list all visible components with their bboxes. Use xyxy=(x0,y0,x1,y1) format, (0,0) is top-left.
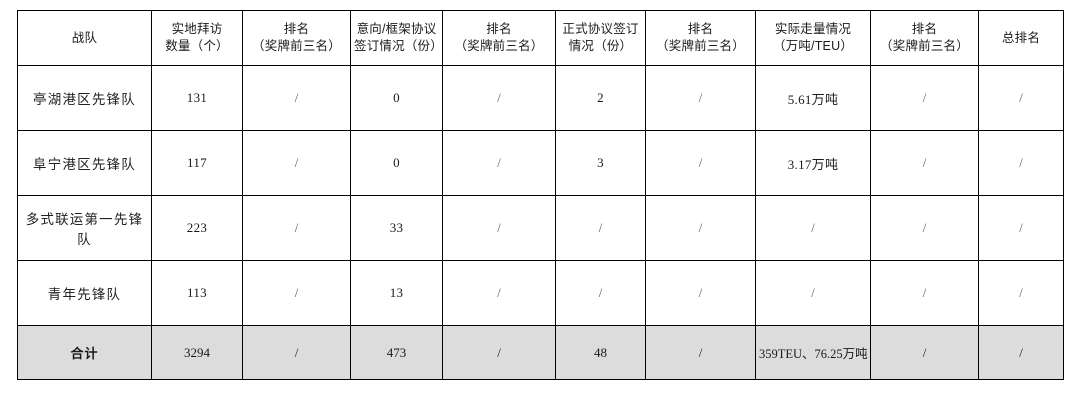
table-row: 亭湖港区先锋队 131 / 0 / 2 / 5.61万吨 / / xyxy=(17,65,1064,131)
cell-volume: / xyxy=(755,260,871,326)
table-row: 青年先锋队 113 / 13 / / / / / / xyxy=(17,260,1064,326)
column-header-visits: 实地拜访 数量（个） xyxy=(151,10,243,66)
header-line: 排名 xyxy=(687,22,714,36)
cell-team: 青年先锋队 xyxy=(17,260,152,326)
cell-intent-agreements: 0 xyxy=(350,130,443,196)
table-header-row: 战队 实地拜访 数量（个） 排名 （奖牌前三名） 意向/框架协议 签订情况（份） xyxy=(17,10,1064,66)
cell-volume-rank: / xyxy=(870,260,979,326)
cell-total-visits-rank: / xyxy=(242,325,351,380)
cell-total-formal-rank: / xyxy=(645,325,756,380)
cell-total-visits: 3294 xyxy=(151,325,243,380)
cell-total-volume-rank: / xyxy=(870,325,979,380)
cell-volume: 5.61万吨 xyxy=(755,65,871,131)
cell-team: 亭湖港区先锋队 xyxy=(17,65,152,131)
cell-total-formal-agreements: 48 xyxy=(555,325,646,380)
header-line: 实际走量情况 xyxy=(774,22,852,36)
cell-total-intent-agreements: 473 xyxy=(350,325,443,380)
header-line: 排名 xyxy=(911,22,938,36)
table-row: 阜宁港区先锋队 117 / 0 / 3 / 3.17万吨 / / xyxy=(17,130,1064,196)
header-line: （奖牌前三名） xyxy=(656,39,745,53)
header-line: 数量（个） xyxy=(165,39,229,53)
cell-visits-rank: / xyxy=(242,130,351,196)
cell-total-rank: / xyxy=(978,325,1064,380)
header-line: （奖牌前三名） xyxy=(454,39,544,53)
header-line: （奖牌前三名） xyxy=(252,39,341,53)
header-line: 排名 xyxy=(486,22,512,36)
cell-total-rank: / xyxy=(978,130,1064,196)
header-line: （奖牌前三名） xyxy=(880,39,969,53)
table-row: 多式联运第一先锋队 223 / 33 / / / / / / xyxy=(17,195,1064,261)
column-header-volume-rank: 排名 （奖牌前三名） xyxy=(870,10,979,66)
column-header-formal-agreements: 正式协议签订 情况（份） xyxy=(555,10,646,66)
column-header-intent-rank: 排名 （奖牌前三名） xyxy=(442,10,556,66)
cell-formal-rank: / xyxy=(645,195,756,261)
cell-intent-rank: / xyxy=(442,65,556,131)
ranking-table-container: 战队 实地拜访 数量（个） 排名 （奖牌前三名） 意向/框架协议 签订情况（份） xyxy=(17,10,1064,380)
cell-intent-rank: / xyxy=(442,130,556,196)
cell-intent-agreements: 33 xyxy=(350,195,443,261)
cell-total-volume: 359TEU、76.25万吨 xyxy=(755,325,871,380)
cell-team: 阜宁港区先锋队 xyxy=(17,130,152,196)
cell-intent-agreements: 13 xyxy=(350,260,443,326)
header-line: 意向/框架协议 xyxy=(356,22,437,36)
cell-formal-rank: / xyxy=(645,260,756,326)
cell-visits: 131 xyxy=(151,65,243,131)
header-line: 总排名 xyxy=(1001,30,1041,45)
column-header-visits-rank: 排名 （奖牌前三名） xyxy=(242,10,351,66)
team-ranking-table: 战队 实地拜访 数量（个） 排名 （奖牌前三名） 意向/框架协议 签订情况（份） xyxy=(17,10,1064,380)
cell-intent-rank: / xyxy=(442,195,556,261)
cell-visits: 223 xyxy=(151,195,243,261)
cell-volume: / xyxy=(755,195,871,261)
cell-total-intent-rank: / xyxy=(442,325,556,380)
column-header-volume: 实际走量情况 （万吨/TEU） xyxy=(755,10,871,66)
cell-visits-rank: / xyxy=(242,65,351,131)
cell-formal-agreements: / xyxy=(555,260,646,326)
cell-total-rank: / xyxy=(978,65,1064,131)
column-header-total-rank: 总排名 xyxy=(978,10,1064,66)
cell-formal-agreements: 3 xyxy=(555,130,646,196)
cell-total-rank: / xyxy=(978,260,1064,326)
cell-formal-agreements: / xyxy=(555,195,646,261)
cell-volume-rank: / xyxy=(870,130,979,196)
cell-volume-rank: / xyxy=(870,65,979,131)
cell-visits-rank: / xyxy=(242,260,351,326)
header-line: 情况（份） xyxy=(568,39,633,53)
cell-visits: 113 xyxy=(151,260,243,326)
header-line: （万吨/TEU） xyxy=(772,39,854,53)
cell-intent-rank: / xyxy=(442,260,556,326)
header-line: 排名 xyxy=(283,22,310,36)
header-line: 战队 xyxy=(71,30,98,45)
cell-visits-rank: / xyxy=(242,195,351,261)
header-line: 实地拜访 xyxy=(171,22,223,36)
cell-formal-agreements: 2 xyxy=(555,65,646,131)
cell-visits: 117 xyxy=(151,130,243,196)
cell-intent-agreements: 0 xyxy=(350,65,443,131)
cell-formal-rank: / xyxy=(645,130,756,196)
header-line: 正式协议签订 xyxy=(562,22,639,36)
cell-volume-rank: / xyxy=(870,195,979,261)
table-total-row: 合计 3294 / 473 / 48 / 359TEU、76.25万吨 / / xyxy=(17,325,1064,380)
column-header-formal-rank: 排名 （奖牌前三名） xyxy=(645,10,756,66)
cell-team: 多式联运第一先锋队 xyxy=(17,195,152,261)
column-header-team: 战队 xyxy=(17,10,152,66)
cell-volume: 3.17万吨 xyxy=(755,130,871,196)
column-header-intent-agreements: 意向/框架协议 签订情况（份） xyxy=(350,10,443,66)
cell-total-label: 合计 xyxy=(17,325,152,380)
cell-total-rank: / xyxy=(978,195,1064,261)
header-line: 签订情况（份） xyxy=(354,39,443,53)
cell-formal-rank: / xyxy=(645,65,756,131)
